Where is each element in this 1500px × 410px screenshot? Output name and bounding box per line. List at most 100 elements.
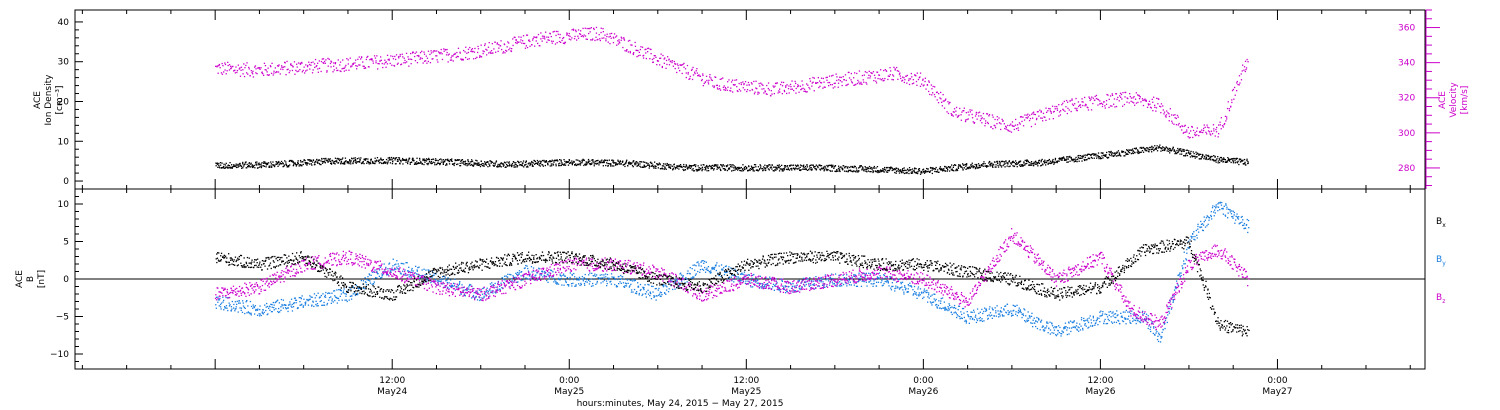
data-point (1198, 135, 1200, 137)
data-point (575, 29, 577, 31)
data-point (797, 165, 799, 167)
data-point (1079, 104, 1081, 106)
data-point (364, 277, 366, 279)
data-point (1097, 154, 1099, 157)
data-point (326, 71, 328, 73)
data-point (395, 58, 397, 61)
data-point (246, 163, 248, 166)
data-point (869, 77, 871, 79)
data-point (286, 60, 288, 63)
data-point (334, 295, 336, 297)
data-point (1095, 94, 1098, 97)
data-point (285, 304, 287, 306)
data-point (468, 164, 470, 166)
data-point (605, 38, 607, 40)
data-point (550, 35, 552, 38)
data-point (547, 36, 550, 38)
data-point (1013, 165, 1016, 167)
data-point (235, 165, 237, 167)
data-point (1137, 149, 1139, 151)
data-point (427, 163, 429, 166)
data-point (310, 61, 312, 64)
data-point (478, 164, 480, 166)
data-point (991, 114, 994, 116)
data-point (806, 91, 808, 93)
data-point (798, 91, 800, 93)
data-point (428, 159, 431, 161)
data-point (1018, 122, 1021, 124)
data-point (285, 164, 288, 166)
data-point (399, 159, 402, 161)
data-point (330, 302, 332, 304)
data-point (795, 87, 797, 90)
data-point (826, 79, 828, 81)
data-point (955, 110, 957, 112)
data-point (315, 294, 318, 297)
data-point (391, 158, 393, 160)
data-point (426, 57, 429, 59)
data-point (477, 163, 479, 165)
data-point (687, 73, 689, 75)
data-point (1183, 150, 1185, 152)
data-point (908, 79, 910, 82)
data-point (446, 48, 448, 51)
data-point (1044, 162, 1046, 164)
data-point (459, 162, 461, 164)
data-point (1242, 64, 1244, 66)
data-point (719, 78, 721, 80)
data-point (393, 269, 395, 271)
data-point (414, 55, 416, 58)
data-point (266, 314, 268, 316)
data-point (591, 162, 593, 164)
data-point (459, 165, 462, 167)
data-point (588, 279, 590, 281)
data-point (569, 35, 571, 38)
data-point (540, 32, 542, 34)
data-point (932, 168, 934, 170)
data-point (434, 159, 437, 162)
data-point (1035, 160, 1037, 162)
data-point (471, 159, 473, 161)
data-point (289, 164, 291, 166)
data-point (351, 63, 354, 65)
data-point (1065, 99, 1068, 102)
data-point (773, 86, 775, 88)
data-point (1048, 162, 1051, 164)
data-point (467, 161, 469, 163)
data-point (269, 166, 271, 168)
data-point (946, 111, 948, 113)
data-point (888, 167, 891, 169)
data-point (777, 167, 779, 169)
data-point (897, 78, 899, 80)
data-point (1028, 164, 1030, 166)
data-point (1075, 97, 1077, 100)
data-point (474, 47, 476, 50)
data-point (463, 289, 465, 291)
data-point (429, 53, 431, 56)
data-point (730, 81, 733, 83)
data-point (906, 172, 908, 174)
data-point (421, 269, 423, 271)
data-point (803, 90, 805, 92)
data-point (443, 278, 445, 280)
data-point (1057, 160, 1059, 162)
data-point (490, 160, 492, 163)
data-point (280, 163, 282, 165)
data-point (594, 39, 596, 42)
data-point (1110, 152, 1112, 154)
data-point (274, 301, 276, 304)
data-point (1163, 111, 1166, 113)
data-point (575, 285, 577, 287)
data-point (376, 270, 378, 272)
data-point (605, 40, 607, 42)
data-point (544, 270, 546, 273)
data-point (541, 35, 544, 37)
data-point (1050, 162, 1052, 165)
data-point (532, 39, 534, 41)
data-point (609, 33, 611, 35)
data-point (702, 74, 704, 77)
data-point (1084, 96, 1086, 99)
data-point (323, 301, 325, 304)
data-point (454, 52, 456, 55)
data-point (327, 161, 329, 163)
